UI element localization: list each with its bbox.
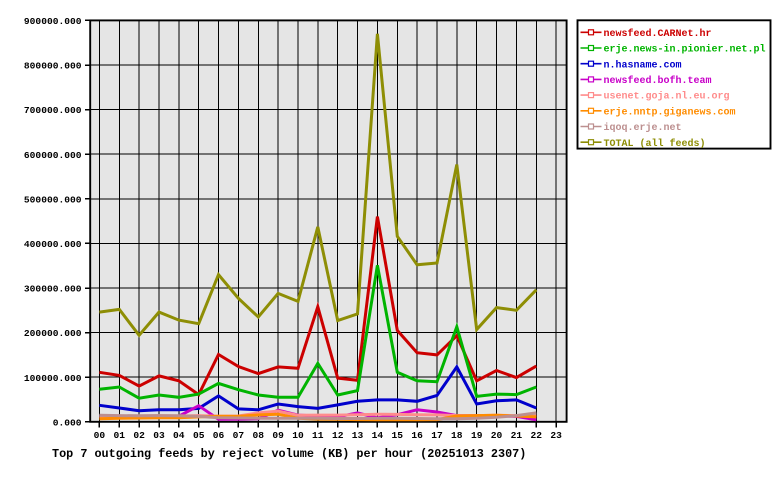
svg-text:19: 19 <box>471 430 483 441</box>
svg-text:300000.000: 300000.000 <box>24 284 82 295</box>
svg-text:n.hasname.com: n.hasname.com <box>604 59 682 71</box>
svg-text:05: 05 <box>193 430 205 441</box>
svg-text:06: 06 <box>213 430 225 441</box>
svg-text:900000.000: 900000.000 <box>24 16 82 27</box>
svg-text:20: 20 <box>491 430 503 441</box>
svg-text:21: 21 <box>511 430 523 441</box>
svg-text:07: 07 <box>233 430 245 441</box>
svg-text:iqoq.erje.net: iqoq.erje.net <box>604 122 682 134</box>
svg-text:erje.news-in.pionier.net.pl: erje.news-in.pionier.net.pl <box>604 44 766 56</box>
svg-text:16: 16 <box>411 430 423 441</box>
svg-text:22: 22 <box>531 430 543 441</box>
svg-text:200000.000: 200000.000 <box>24 328 82 339</box>
svg-text:01: 01 <box>114 430 126 441</box>
svg-text:23: 23 <box>550 430 562 441</box>
svg-text:15: 15 <box>392 430 404 441</box>
svg-text:17: 17 <box>431 430 443 441</box>
svg-text:500000.000: 500000.000 <box>24 194 82 205</box>
svg-text:18: 18 <box>451 430 463 441</box>
svg-text:600000.000: 600000.000 <box>24 150 82 161</box>
svg-text:09: 09 <box>272 430 284 441</box>
svg-text:14: 14 <box>372 430 384 441</box>
svg-text:Top 7 outgoing feeds by reject: Top 7 outgoing feeds by reject volume (K… <box>52 447 526 461</box>
svg-text:erje.nntp.giganews.com: erje.nntp.giganews.com <box>604 106 736 118</box>
svg-text:800000.000: 800000.000 <box>24 61 82 72</box>
svg-text:04: 04 <box>173 430 185 441</box>
svg-text:700000.000: 700000.000 <box>24 105 82 116</box>
svg-text:12: 12 <box>332 430 344 441</box>
svg-text:10: 10 <box>292 430 304 441</box>
svg-text:0.000: 0.000 <box>53 417 82 428</box>
svg-text:08: 08 <box>253 430 265 441</box>
svg-text:00: 00 <box>94 430 106 441</box>
svg-text:newsfeed.bofh.team: newsfeed.bofh.team <box>604 75 712 87</box>
svg-text:13: 13 <box>352 430 364 441</box>
svg-text:11: 11 <box>312 430 324 441</box>
svg-text:400000.000: 400000.000 <box>24 239 82 250</box>
svg-text:TOTAL (all feeds): TOTAL (all feeds) <box>604 138 706 150</box>
svg-text:usenet.goja.nl.eu.org: usenet.goja.nl.eu.org <box>604 91 730 103</box>
svg-text:03: 03 <box>153 430 165 441</box>
svg-text:100000.000: 100000.000 <box>24 373 82 384</box>
svg-text:02: 02 <box>133 430 145 441</box>
svg-text:newsfeed.CARNet.hr: newsfeed.CARNet.hr <box>604 28 712 40</box>
